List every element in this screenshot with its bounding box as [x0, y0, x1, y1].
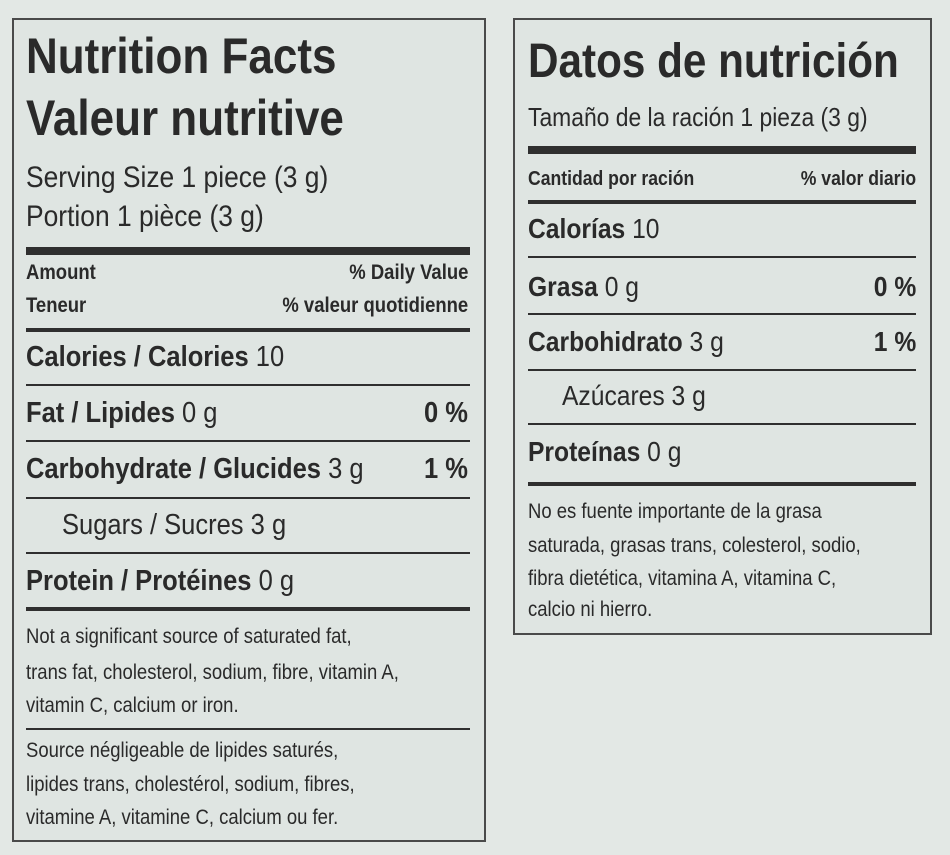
amount: 3 g [250, 509, 287, 541]
note: No es fuente importante de la grasa [528, 500, 822, 523]
rule [26, 607, 470, 611]
amount: 0 g [604, 271, 639, 302]
nutrient: Grasa [528, 271, 598, 302]
amount: 3 g [689, 326, 724, 357]
nutrient: Calories / Calories [26, 341, 249, 373]
nutrient: Carbohidrato [528, 326, 683, 357]
note: vitamin C, calcium or iron. [26, 694, 239, 717]
row: Calorías 10 [528, 212, 660, 246]
header: % Daily Value [348, 261, 468, 284]
rule [528, 200, 916, 204]
nutrient: Proteínas [528, 436, 641, 467]
serving: Serving Size 1 piece (3 g) [26, 161, 329, 194]
rule [26, 247, 470, 255]
rule [26, 440, 470, 442]
note: fibra dietética, vitamina A, vitamina C, [528, 567, 837, 590]
rule [528, 146, 916, 154]
nutrient: Fat / Lipides [26, 397, 175, 429]
row: Grasa 0 g [528, 270, 639, 304]
label-panel-en-fr [12, 18, 486, 842]
row: Sugars / Sucres 3 g [62, 508, 286, 543]
note: vitamine A, vitamine C, calcium ou fer. [26, 806, 339, 829]
header: % valor diario [800, 168, 916, 190]
serving: Tamaño de la ración 1 pieza (3 g) [528, 102, 868, 132]
percent: 1 % [424, 453, 468, 485]
row: Protein / Protéines 0 g [26, 564, 294, 599]
row: Fat / Lipides 0 g [26, 396, 217, 431]
row: Carbohidrato 3 g [528, 325, 724, 359]
amount: 3 g [328, 453, 364, 485]
rule [528, 423, 916, 425]
nutrient: Calorías [528, 213, 626, 244]
note: saturada, grasas trans, colesterol, sodi… [528, 534, 861, 557]
title: Valeur nutritive [26, 90, 344, 146]
rule [26, 497, 470, 499]
amount: 0 g [258, 565, 295, 597]
amount: 0 g [181, 397, 218, 429]
rule [528, 313, 916, 315]
header: Teneur [26, 294, 87, 317]
title: Nutrition Facts [26, 28, 337, 84]
note: trans fat, cholesterol, sodium, fibre, v… [26, 661, 399, 684]
rule [26, 384, 470, 386]
percent: 0 % [424, 397, 468, 429]
amount: 0 g [647, 436, 682, 467]
rule [528, 256, 916, 258]
amount: 10 [255, 341, 285, 373]
rule [528, 369, 916, 371]
row: Carbohydrate / Glucides 3 g [26, 452, 364, 487]
note: lipides trans, cholestérol, sodium, fibr… [26, 773, 355, 796]
title: Datos de nutrición [528, 35, 899, 88]
note: Not a significant source of saturated fa… [26, 625, 352, 648]
note: calcio ni hierro. [528, 598, 653, 621]
header: % valeur quotidienne [282, 294, 468, 317]
nutrient: Sugars / Sucres [62, 509, 244, 541]
nutrient: Protein / Protéines [26, 565, 252, 597]
rule [528, 482, 916, 486]
rule [26, 328, 470, 332]
header: Cantidad por ración [528, 168, 695, 190]
header: Amount [26, 261, 96, 284]
note: Source négligeable de lipides saturés, [26, 739, 339, 762]
amount: 10 [632, 213, 660, 244]
amount: 3 g [671, 380, 706, 411]
nutrient: Carbohydrate / Glucides [26, 453, 321, 485]
rule [26, 728, 470, 730]
serving: Portion 1 pièce (3 g) [26, 200, 264, 233]
percent: 1 % [873, 326, 916, 357]
nutrient: Azúcares [562, 380, 665, 411]
label-panel-es [513, 18, 932, 635]
percent: 0 % [873, 271, 916, 302]
row: Proteínas 0 g [528, 435, 681, 469]
row: Azúcares 3 g [562, 379, 706, 413]
rule [26, 552, 470, 554]
row: Calories / Calories 10 [26, 340, 284, 375]
